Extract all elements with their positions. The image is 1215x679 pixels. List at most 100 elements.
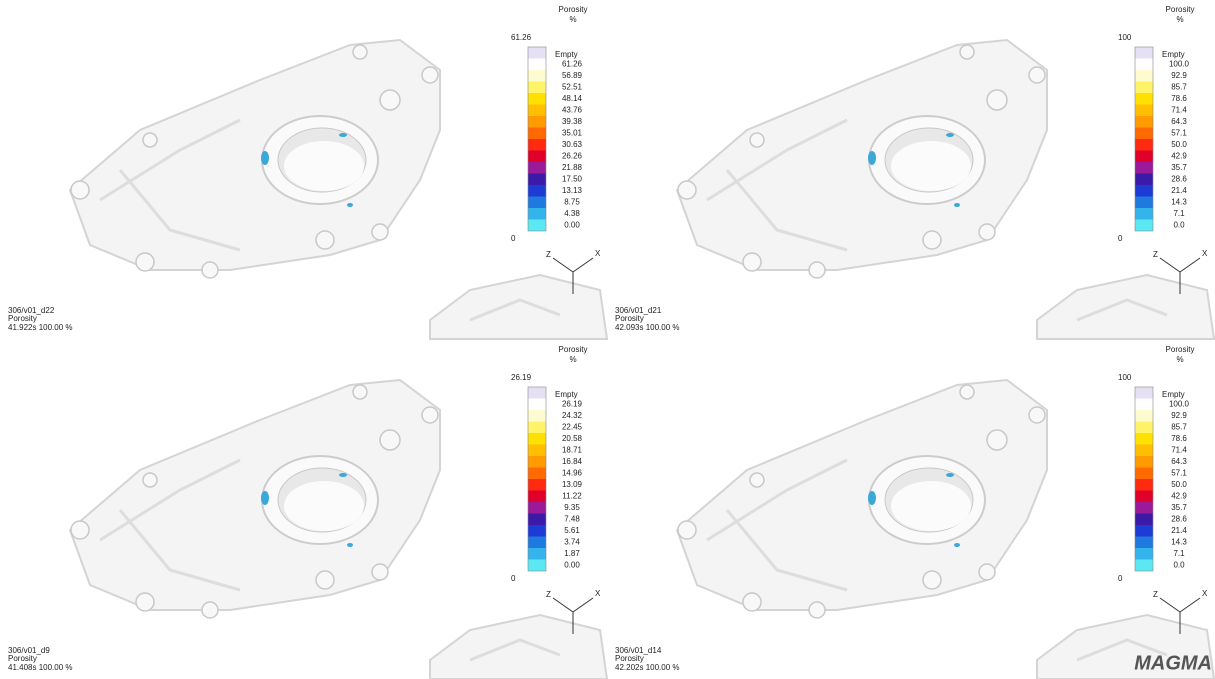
legend-swatch [528, 433, 546, 445]
axis-line [573, 258, 593, 272]
legend-swatch [528, 151, 546, 163]
time-info: 42.202s 100.00 % [615, 663, 680, 672]
legend-label: 61.26 [562, 59, 583, 68]
legend-swatch [528, 456, 546, 468]
legend-swatch [1135, 410, 1153, 422]
legend-label: 28.6 [1171, 514, 1187, 523]
legend-label: 7.48 [564, 514, 580, 523]
legend-swatch [528, 491, 546, 503]
legend-swatch [1135, 387, 1153, 399]
result-panel: Porosity%100Empty100.092.985.778.671.464… [615, 345, 1214, 679]
result-panel: Porosity%26.19Empty26.1924.3222.4520.581… [8, 345, 607, 679]
legend-swatch [528, 220, 546, 232]
axis-label: Z [1153, 250, 1158, 259]
legend-label: 13.09 [562, 480, 583, 489]
legend-label: 78.6 [1171, 94, 1187, 103]
legend-label: 35.7 [1171, 163, 1187, 172]
legend-label: 64.3 [1171, 117, 1187, 126]
legend-swatch [528, 59, 546, 71]
result-panel: Porosity%61.26Empty61.2656.8952.5148.144… [8, 5, 607, 339]
legend-swatch [1135, 151, 1153, 163]
legend-label: 100.0 [1169, 399, 1190, 408]
legend-label: 13.13 [562, 186, 583, 195]
legend-swatch [528, 387, 546, 399]
legend-label: 7.1 [1173, 209, 1185, 218]
legend-label: 57.1 [1171, 128, 1187, 137]
legend-swatch [1135, 82, 1153, 94]
legend-empty: Empty [1162, 390, 1185, 399]
legend-label: 21.4 [1171, 526, 1187, 535]
axis-label: Z [1153, 590, 1158, 599]
legend-label: 48.14 [562, 94, 583, 103]
legend-label: 56.89 [562, 71, 583, 80]
legend-swatch [1135, 70, 1153, 82]
legend-max: 26.19 [511, 373, 532, 382]
legend-swatch [528, 47, 546, 59]
legend-swatch [1135, 548, 1153, 560]
result-panel: Porosity%100Empty100.092.985.778.671.464… [615, 5, 1214, 339]
legend-label: 21.88 [562, 163, 583, 172]
legend-swatch [528, 410, 546, 422]
legend-swatch [1135, 105, 1153, 117]
legend-swatch [1135, 491, 1153, 503]
legend-label: 52.51 [562, 82, 583, 91]
axis-line [1160, 258, 1180, 272]
legend-label: 85.7 [1171, 422, 1187, 431]
legend-min: 0 [1118, 574, 1123, 583]
legend-label: 50.0 [1171, 140, 1187, 149]
casting-model [70, 380, 607, 679]
legend-swatch [528, 399, 546, 411]
legend-label: 0.00 [564, 220, 580, 229]
legend-empty: Empty [555, 50, 578, 59]
legend-min: 0 [1118, 234, 1123, 243]
legend-label: 50.0 [1171, 480, 1187, 489]
legend-label: 100.0 [1169, 59, 1190, 68]
legend-swatch [1135, 560, 1153, 572]
axis-label: X [1202, 249, 1208, 258]
legend-label: 24.32 [562, 411, 583, 420]
legend-swatch [1135, 399, 1153, 411]
legend-swatch [1135, 502, 1153, 514]
legend-swatch [528, 174, 546, 186]
legend-swatch [1135, 220, 1153, 232]
legend-swatch [528, 479, 546, 491]
result-name: Porosity [8, 654, 37, 663]
legend-swatch [1135, 514, 1153, 526]
legend-title: Porosity [559, 5, 588, 14]
legend-label: 92.9 [1171, 71, 1187, 80]
legend-swatch [528, 445, 546, 457]
legend-unit: % [569, 355, 576, 364]
legend-label: 1.87 [564, 549, 580, 558]
axis-line [1180, 598, 1200, 612]
logo: MAGMA [1134, 652, 1212, 674]
legend-label: 14.3 [1171, 197, 1187, 206]
axis-line [553, 598, 573, 612]
axis-line [1160, 598, 1180, 612]
legend-swatch [1135, 139, 1153, 151]
legend-label: 22.45 [562, 422, 583, 431]
legend-label: 4.38 [564, 209, 580, 218]
legend-unit: % [569, 15, 576, 24]
legend-label: 42.9 [1171, 151, 1187, 160]
legend-swatch [528, 468, 546, 480]
legend-label: 11.22 [562, 491, 582, 500]
casting-model [677, 40, 1214, 339]
legend-unit: % [1176, 15, 1183, 24]
legend-swatch [1135, 185, 1153, 197]
legend-swatch [528, 139, 546, 151]
legend-label: 92.9 [1171, 411, 1187, 420]
legend-label: 3.74 [564, 537, 580, 546]
legend-label: 43.76 [562, 105, 583, 114]
legend-label: 26.26 [562, 151, 583, 160]
time-info: 41.922s 100.00 % [8, 323, 73, 332]
legend-label: 17.50 [562, 174, 583, 183]
legend-min: 0 [511, 234, 516, 243]
legend-swatch [528, 70, 546, 82]
axis-label: Z [546, 250, 551, 259]
legend-swatch [528, 514, 546, 526]
axis-label: Z [546, 590, 551, 599]
legend-label: 14.96 [562, 468, 583, 477]
legend-label: 28.6 [1171, 174, 1187, 183]
legend-swatch [1135, 59, 1153, 71]
legend-label: 21.4 [1171, 186, 1187, 195]
